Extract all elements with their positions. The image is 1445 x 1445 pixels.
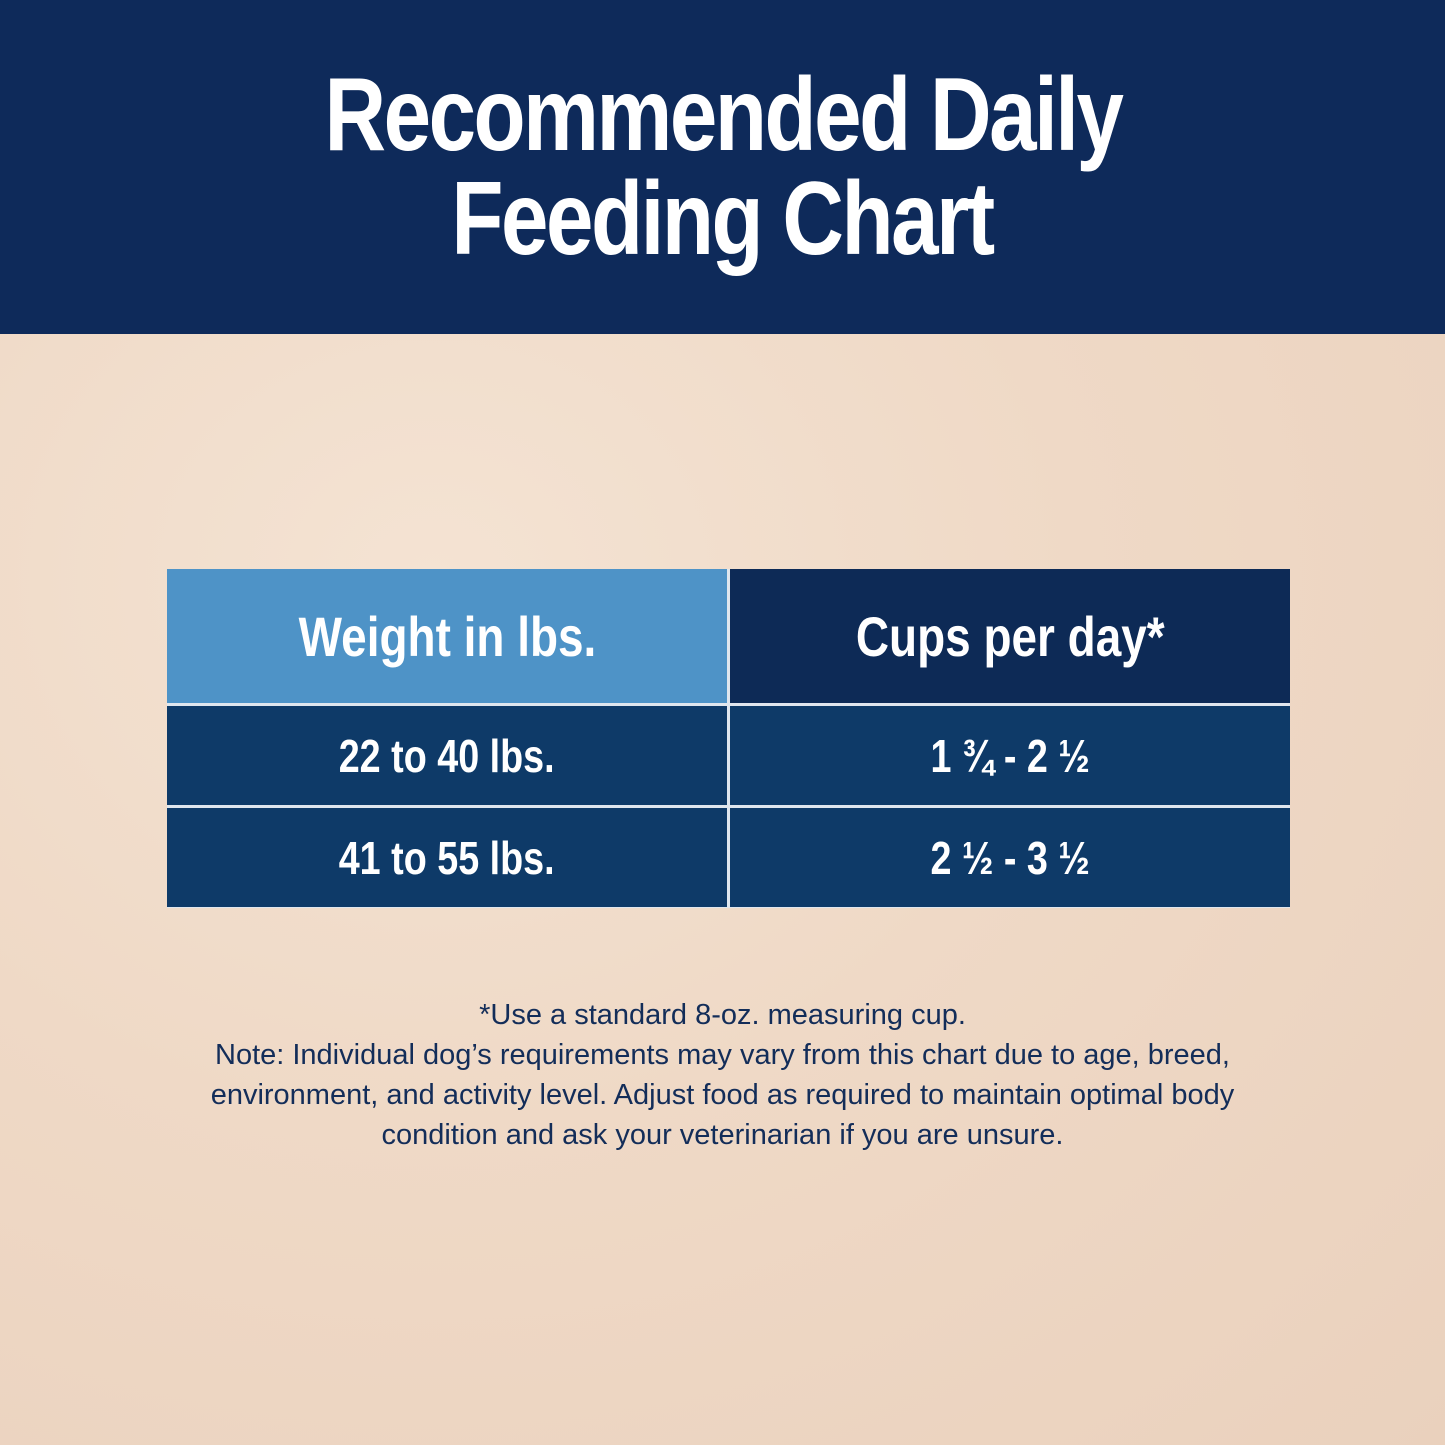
cell-text: 2 ½ - 3 ½: [930, 831, 1090, 884]
cell-text: 22 to 40 lbs.: [339, 729, 555, 782]
page-title-line-2: Feeding Chart: [451, 161, 996, 277]
note-line-1: Note: Individual dog’s requirements may …: [215, 1039, 1230, 1071]
page-title-line-1: Recommended Daily: [323, 57, 1124, 173]
column-header-weight: Weight in lbs.: [167, 569, 727, 703]
note-line-2: environment, and activity level. Adjust …: [210, 1079, 1235, 1111]
table-cell-cups-row-2: 2 ½ - 3 ½: [730, 808, 1290, 907]
table-cell-weight-row-2: 41 to 55 lbs.: [167, 808, 727, 907]
column-header-weight-label: Weight in lbs.: [298, 604, 596, 668]
title-banner: Recommended Daily Feeding Chart: [0, 0, 1445, 334]
footnote-measuring-cup: *Use a standard 8-oz. measuring cup.: [479, 999, 966, 1031]
feeding-table: Weight in lbs. Cups per day* 22 to 40 lb…: [167, 569, 1290, 908]
table-cell-cups-row-1: 1 ¾ - 2 ½: [730, 706, 1290, 805]
column-header-cups-label: Cups per day*: [855, 604, 1165, 668]
column-header-cups: Cups per day*: [730, 569, 1290, 703]
table-cell-weight-row-1: 22 to 40 lbs.: [167, 706, 727, 805]
note-line-3: condition and ask your veterinarian if y…: [381, 1119, 1064, 1151]
cell-text: 41 to 55 lbs.: [339, 831, 555, 884]
footnotes: *Use a standard 8-oz. measuring cup. Not…: [100, 995, 1345, 1155]
cell-text: 1 ¾ - 2 ½: [930, 729, 1090, 782]
